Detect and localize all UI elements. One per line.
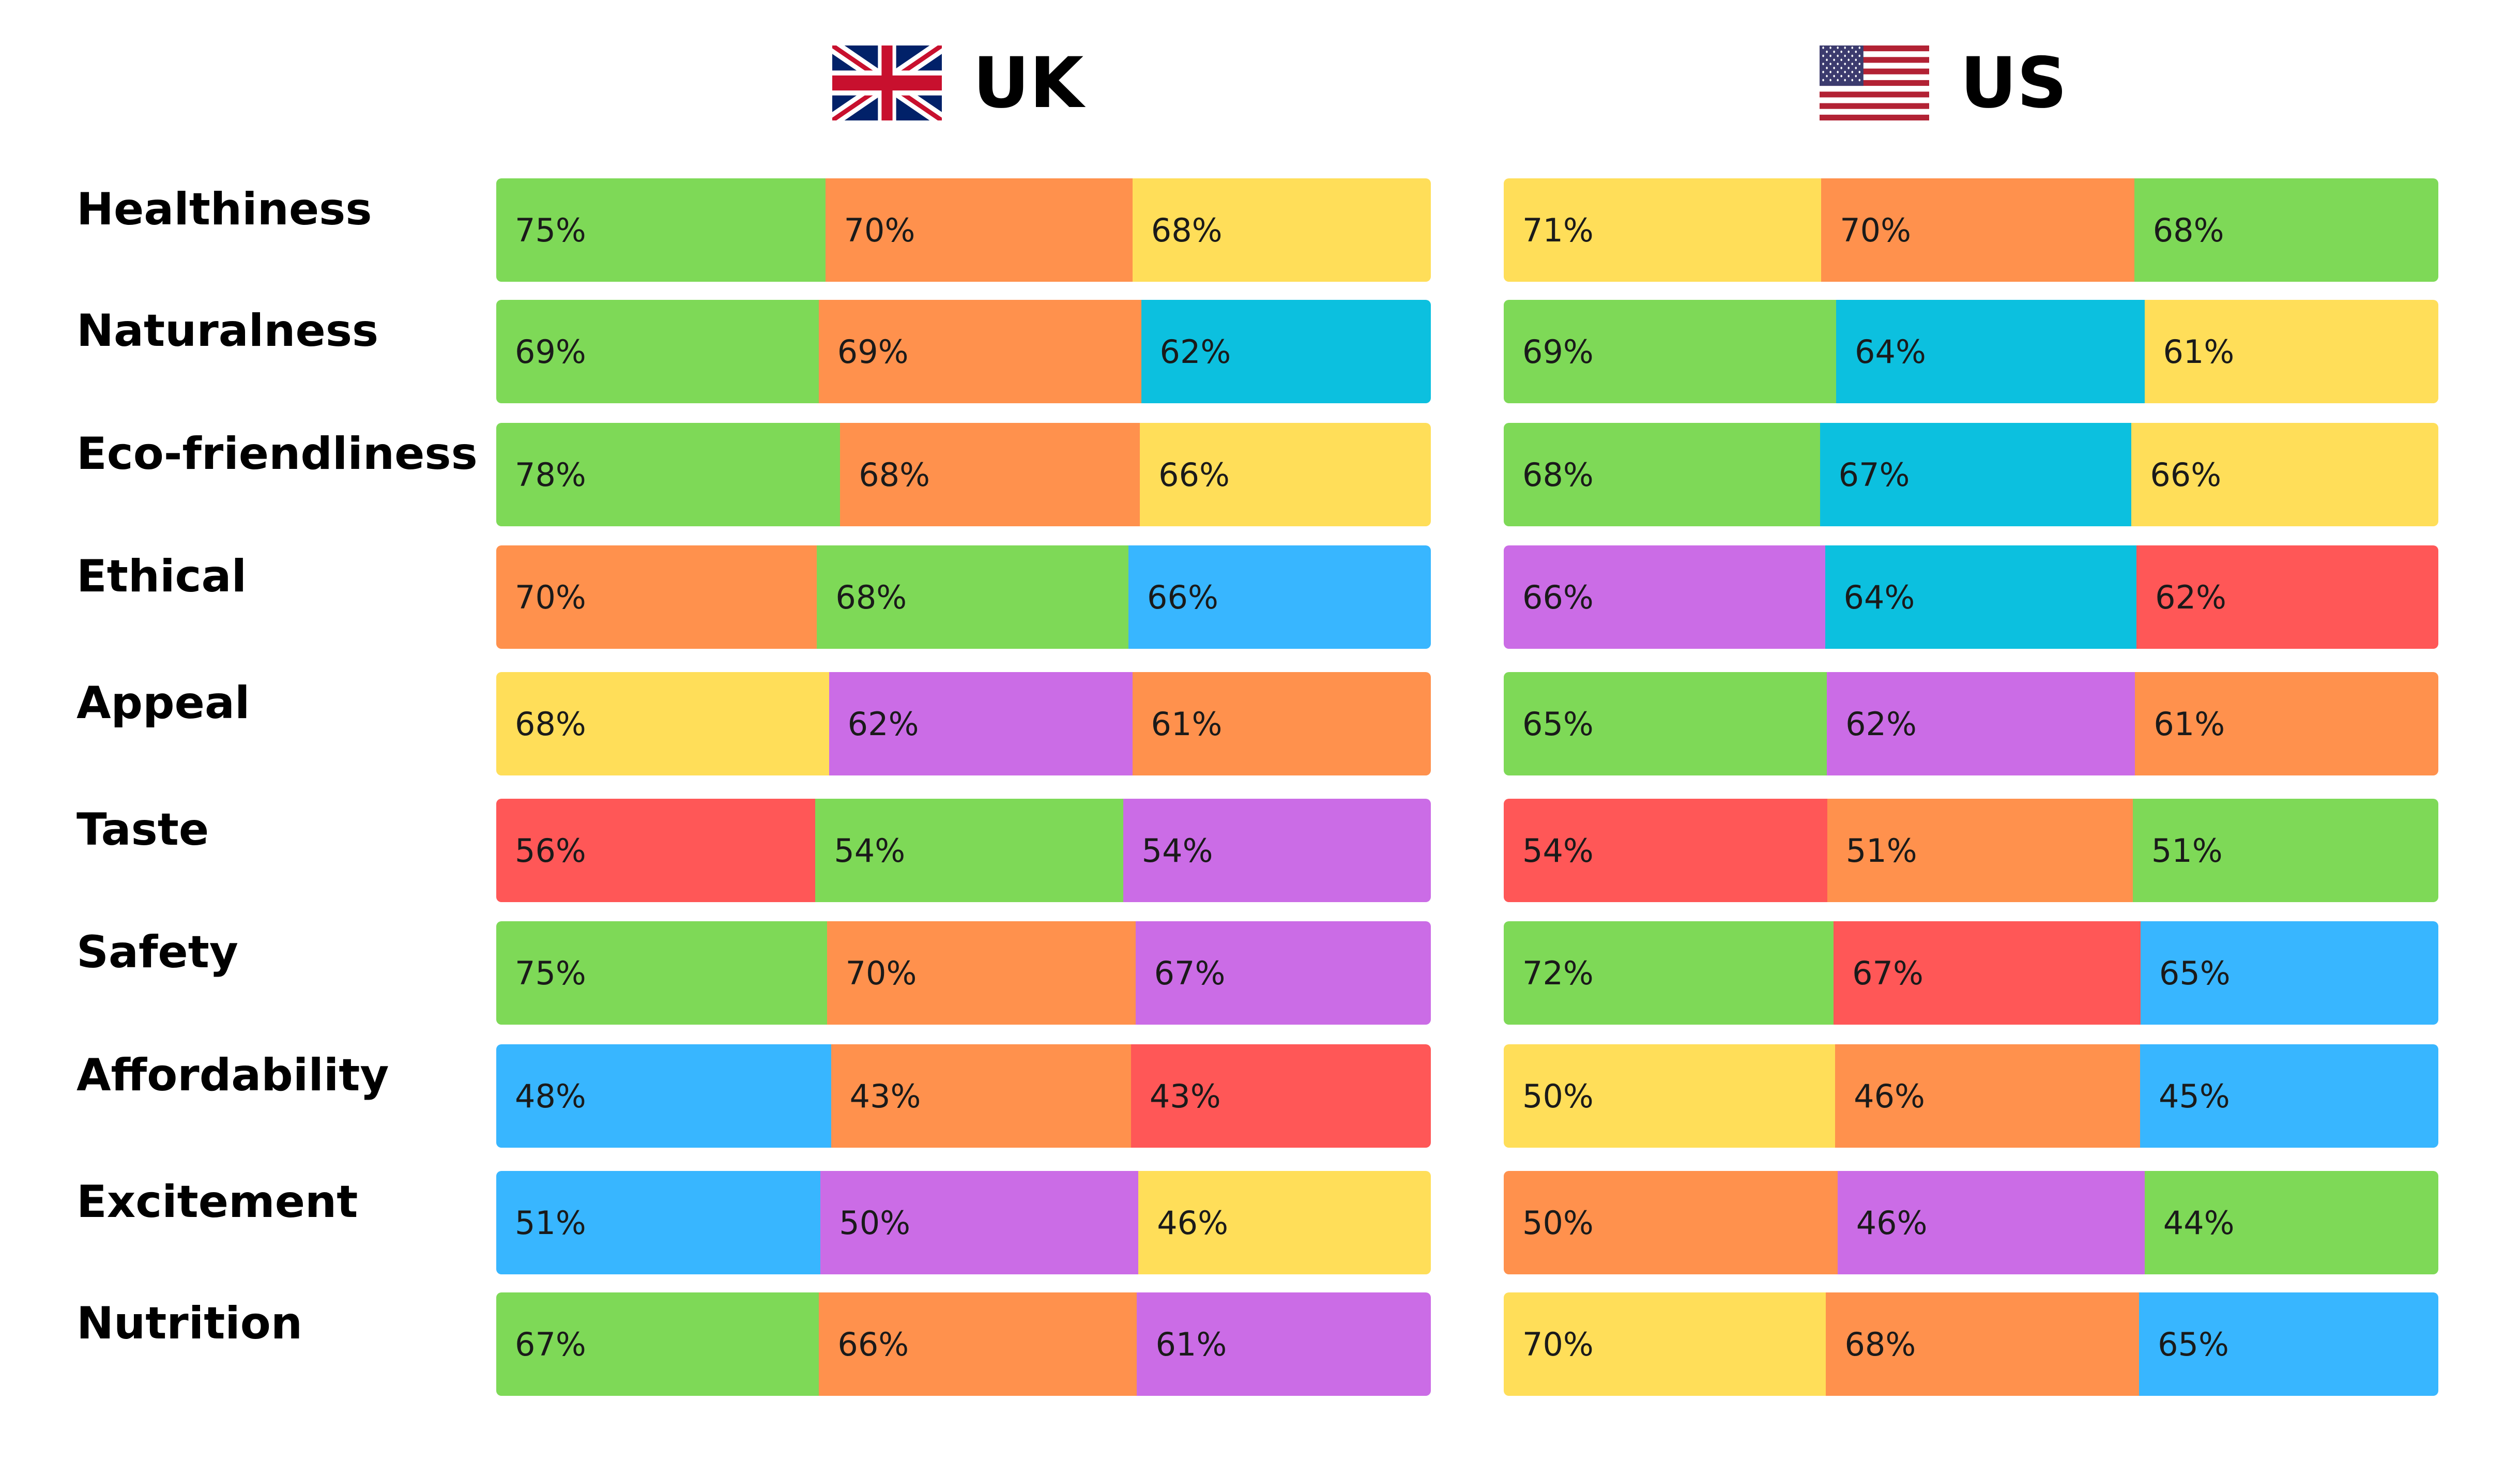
- uk-title: UK: [973, 42, 1084, 124]
- uk-bar-taste: 56% 54% 54%: [496, 799, 1431, 902]
- bar-segment: 62%: [1141, 300, 1431, 403]
- bar-segment: 66%: [2131, 423, 2438, 526]
- bar-segment: 66%: [1140, 423, 1431, 526]
- bar-segment: 50%: [820, 1171, 1139, 1274]
- uk-flag-icon: [832, 45, 942, 120]
- bar-segment: 54%: [1504, 799, 1827, 902]
- us-bar-appeal: 65% 62% 61%: [1504, 672, 2438, 775]
- us-bar-nutrition: 70% 68% 65%: [1504, 1292, 2438, 1396]
- bar-segment: 75%: [496, 178, 826, 282]
- us-bar-naturalness: 69% 64% 61%: [1504, 300, 2438, 403]
- uk-bar-appeal: 68% 62% 61%: [496, 672, 1431, 775]
- bar-segment: 43%: [1131, 1044, 1431, 1148]
- uk-bar-affordability: 48% 43% 43%: [496, 1044, 1431, 1148]
- bar-segment: 68%: [840, 423, 1140, 526]
- bar-segment: 51%: [1827, 799, 2133, 902]
- bar-segment: 62%: [2136, 545, 2438, 649]
- row-label-safety: Safety: [77, 926, 238, 978]
- bar-segment: 67%: [1135, 921, 1431, 1025]
- uk-bar-naturalness: 69% 69% 62%: [496, 300, 1431, 403]
- row-label-nutrition: Nutrition: [77, 1298, 303, 1349]
- bar-segment: 71%: [1504, 178, 1822, 282]
- bar-segment: 62%: [1827, 672, 2135, 775]
- row-label-affordability: Affordability: [77, 1049, 389, 1101]
- bar-segment: 65%: [1504, 672, 1827, 775]
- bar-segment: 68%: [1504, 423, 1820, 526]
- bar-segment: 61%: [1132, 672, 1431, 775]
- bar-segment: 68%: [1132, 178, 1431, 282]
- us-bar-excitement: 50% 46% 44%: [1504, 1171, 2438, 1274]
- bar-segment: 61%: [1137, 1292, 1431, 1396]
- row-label-appeal: Appeal: [77, 677, 250, 729]
- bar-segment: 48%: [496, 1044, 831, 1148]
- uk-bar-safety: 75% 70% 67%: [496, 921, 1431, 1025]
- bar-segment: 70%: [827, 921, 1136, 1025]
- bar-segment: 46%: [1138, 1171, 1431, 1274]
- bar-segment: 66%: [819, 1292, 1137, 1396]
- uk-bar-healthiness: 75% 70% 68%: [496, 178, 1431, 282]
- bar-segment: 78%: [496, 423, 841, 526]
- bar-segment: 67%: [1820, 423, 2132, 526]
- bar-segment: 61%: [2135, 672, 2438, 775]
- bar-segment: 70%: [1821, 178, 2134, 282]
- us-flag-icon: [1820, 45, 1929, 120]
- bar-segment: 64%: [1825, 545, 2137, 649]
- us-header: US: [1820, 41, 2067, 124]
- bar-segment: 65%: [2140, 921, 2438, 1025]
- us-bar-safety: 72% 67% 65%: [1504, 921, 2438, 1025]
- bar-segment: 54%: [815, 799, 1123, 902]
- bar-segment: 75%: [496, 921, 827, 1025]
- bar-segment: 69%: [496, 300, 819, 403]
- bar-segment: 50%: [1504, 1044, 1836, 1148]
- bar-segment: 46%: [1835, 1044, 2140, 1148]
- us-bar-taste: 54% 51% 51%: [1504, 799, 2438, 902]
- us-bar-healthiness: 71% 70% 68%: [1504, 178, 2438, 282]
- uk-header: UK: [832, 41, 1083, 124]
- bar-segment: 65%: [2139, 1292, 2438, 1396]
- bar-segment: 61%: [2144, 300, 2438, 403]
- uk-bar-excitement: 51% 50% 46%: [496, 1171, 1431, 1274]
- us-bar-affordability: 50% 46% 45%: [1504, 1044, 2438, 1148]
- bar-segment: 68%: [1826, 1292, 2140, 1396]
- row-label-healthiness: Healthiness: [77, 184, 372, 235]
- uk-bar-eco-friendliness: 78% 68% 66%: [496, 423, 1431, 526]
- bar-segment: 72%: [1504, 921, 1834, 1025]
- uk-bar-nutrition: 67% 66% 61%: [496, 1292, 1431, 1396]
- bar-segment: 62%: [829, 672, 1133, 775]
- bar-segment: 56%: [496, 799, 816, 902]
- bar-segment: 51%: [2132, 799, 2438, 902]
- bar-segment: 69%: [818, 300, 1141, 403]
- row-label-excitement: Excitement: [77, 1176, 358, 1228]
- bar-segment: 68%: [817, 545, 1129, 649]
- bar-segment: 66%: [1128, 545, 1431, 649]
- row-label-taste: Taste: [77, 804, 209, 856]
- bar-segment: 54%: [1123, 799, 1431, 902]
- us-bar-ethical: 66% 64% 62%: [1504, 545, 2438, 649]
- bar-segment: 43%: [831, 1044, 1131, 1148]
- us-title: US: [1960, 42, 2067, 124]
- bar-segment: 64%: [1836, 300, 2145, 403]
- row-label-eco-friendliness: Eco-friendliness: [77, 428, 478, 480]
- bar-segment: 69%: [1504, 300, 1837, 403]
- bar-segment: 50%: [1504, 1171, 1838, 1274]
- bar-segment: 44%: [2144, 1171, 2438, 1274]
- bar-segment: 70%: [1504, 1292, 1826, 1396]
- us-bar-eco-friendliness: 68% 67% 66%: [1504, 423, 2438, 526]
- bar-segment: 68%: [2134, 178, 2438, 282]
- bar-segment: 70%: [825, 178, 1133, 282]
- bar-segment: 46%: [1837, 1171, 2145, 1274]
- uk-bar-ethical: 70% 68% 66%: [496, 545, 1431, 649]
- row-label-naturalness: Naturalness: [77, 305, 379, 357]
- bar-segment: 70%: [496, 545, 817, 649]
- bar-segment: 67%: [496, 1292, 819, 1396]
- bar-segment: 68%: [496, 672, 829, 775]
- row-label-ethical: Ethical: [77, 551, 247, 602]
- bar-segment: 66%: [1504, 545, 1825, 649]
- bar-segment: 67%: [1834, 921, 2141, 1025]
- bar-segment: 51%: [496, 1171, 821, 1274]
- bar-segment: 45%: [2140, 1044, 2438, 1148]
